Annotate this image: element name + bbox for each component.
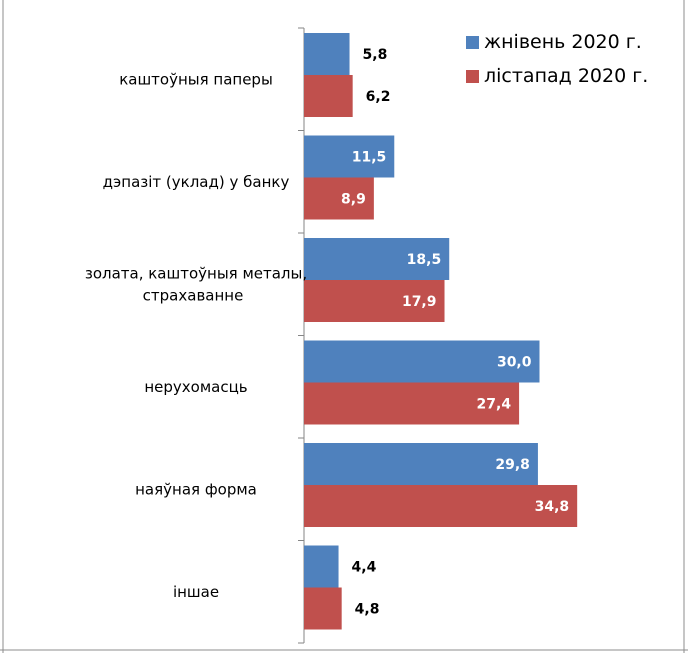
data-label: 6,2 bbox=[366, 89, 391, 105]
legend-label: лістапад 2020 г. bbox=[484, 65, 648, 87]
legend-label: жнівень 2020 г. bbox=[484, 31, 642, 53]
legend-swatch bbox=[466, 36, 479, 49]
bar-nov-1 bbox=[304, 177, 374, 220]
bar-aug-4 bbox=[304, 443, 538, 485]
legend: жнівень 2020 г. лістапад 2020 г. bbox=[466, 31, 648, 87]
data-label: 34,8 bbox=[535, 499, 570, 515]
category-label: каштоўныя паперы bbox=[119, 70, 273, 88]
data-label: 29,8 bbox=[495, 457, 530, 473]
bar-aug-5 bbox=[304, 545, 339, 588]
category-label: наяўная форма bbox=[135, 480, 257, 498]
category-labels: каштоўныя паперы дэпазіт (уклад) у банку з… bbox=[85, 70, 307, 601]
bar-aug-1 bbox=[304, 135, 395, 178]
bar-nov-3 bbox=[304, 382, 520, 425]
bar-aug-3 bbox=[304, 340, 540, 383]
category-label: страхаванне bbox=[143, 286, 244, 304]
bar-nov-4 bbox=[304, 485, 578, 527]
category-label: дэпазіт (уклад) у банку bbox=[103, 173, 290, 191]
bar-nov-0 bbox=[304, 75, 353, 117]
category-label: нерухомасць bbox=[144, 378, 247, 396]
bar-aug-0 bbox=[304, 33, 350, 75]
bar-aug-2 bbox=[304, 238, 450, 280]
data-label: 18,5 bbox=[407, 252, 442, 268]
legend-swatch bbox=[466, 70, 479, 83]
category-label: іншае bbox=[173, 583, 219, 601]
category-label: золата, каштоўныя металы, bbox=[85, 264, 307, 282]
bar-nov-2 bbox=[304, 280, 445, 322]
data-label: 4,4 bbox=[352, 560, 377, 576]
bar-nov-5 bbox=[304, 587, 342, 630]
data-label: 17,9 bbox=[402, 294, 437, 310]
bars-group: 5,8 6,2 11,5 8,9 18,5 17,9 30,0 27,4 29,8 34,8 4,4… bbox=[304, 33, 578, 630]
data-label: 4,8 bbox=[355, 602, 380, 618]
data-label: 11,5 bbox=[352, 150, 387, 166]
data-label: 30,0 bbox=[497, 355, 532, 371]
data-label: 27,4 bbox=[477, 397, 512, 413]
data-label: 8,9 bbox=[341, 192, 366, 208]
data-label: 5,8 bbox=[363, 47, 388, 63]
